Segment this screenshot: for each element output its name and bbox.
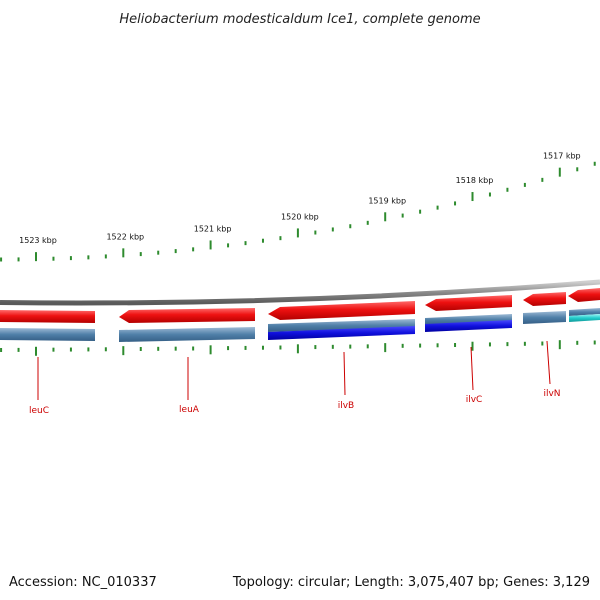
steel-bar-leuC <box>0 328 95 341</box>
gene-arrow-leuC <box>0 310 95 323</box>
gene-label-ilvB: ilvB <box>338 401 355 411</box>
gene-arrow-ilvC <box>425 295 512 311</box>
steel-bar-ilvC <box>425 314 512 325</box>
gene-arrow-next <box>568 288 600 302</box>
gene-label-leuC: leuC <box>29 406 49 416</box>
gene-track-blue <box>268 314 600 340</box>
cyan-bar-next <box>569 314 600 322</box>
tick-label-1522: 1522 kbp <box>106 232 144 241</box>
inner-tick-marks <box>0 340 596 356</box>
tick-label-1520: 1520 kbp <box>281 212 319 221</box>
topology-text: Topology: circular; Length: 3,075,407 bp… <box>232 575 590 590</box>
blue-bar-ilvB <box>268 326 415 340</box>
outer-tick-marks <box>0 161 596 262</box>
accession-text: Accession: NC_010337 <box>9 575 157 590</box>
leader-line-ilvN <box>546 340 551 385</box>
gene-label-leuA: leuA <box>179 405 200 415</box>
gene-arrow-ilvN <box>523 292 566 306</box>
gene-arrow-leuA <box>119 308 255 323</box>
tick-label-1523: 1523 kbp <box>19 236 57 245</box>
steel-bar-leuA <box>119 327 255 342</box>
tick-label-1517: 1517 kbp <box>543 152 581 161</box>
gene-track-steel <box>0 308 600 342</box>
genome-backbone <box>0 279 600 306</box>
steel-bar-ilvB <box>268 319 415 332</box>
map-title: Heliobacterium modesticaldum Ice1, compl… <box>119 12 480 27</box>
gene-arrow-ilvB <box>268 301 415 320</box>
tick-labels: 1523 kbp 1522 kbp 1521 kbp 1520 kbp 1519 kbp… <box>19 152 581 245</box>
gene-track-forward <box>0 288 600 323</box>
steel-bar-ilvN <box>523 311 566 324</box>
blue-bar-ilvC <box>425 320 512 332</box>
leader-line-ilvB <box>343 351 346 396</box>
gene-label-ilvN: ilvN <box>543 389 560 399</box>
gene-labels: leuC leuA ilvB ilvC ilvN <box>29 340 561 416</box>
tick-label-1518: 1518 kbp <box>456 176 494 185</box>
gene-label-ilvC: ilvC <box>466 395 483 405</box>
leader-line-ilvC <box>470 346 474 391</box>
steel-bar-next <box>569 308 600 316</box>
tick-label-1519: 1519 kbp <box>368 196 406 205</box>
tick-label-1521: 1521 kbp <box>194 224 232 233</box>
